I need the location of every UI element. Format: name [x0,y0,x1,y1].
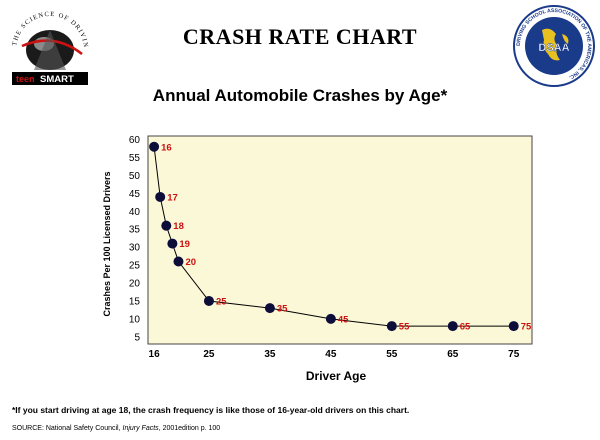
data-point-label: 65 [460,322,471,333]
data-point [149,141,160,152]
data-point-label: 45 [338,314,349,325]
logo-brand-prefix: teen [16,74,35,84]
x-tick-label: 45 [325,349,337,360]
y-axis-label: Crashes Per 100 Licensed Drivers [102,171,112,316]
data-point-label: 25 [216,296,227,307]
dsaa-logo: DRIVING SCHOOL ASSOCIATION OF THE AMERIC… [513,5,595,87]
y-tick-label: 15 [129,296,141,307]
data-point-label: 16 [161,142,172,153]
data-point [325,313,336,324]
x-tick-label: 75 [508,349,520,360]
y-tick-label: 30 [129,243,141,254]
x-axis-ticks: 16 25 35 45 55 65 75 [149,349,520,360]
data-point-label: 55 [399,322,410,333]
teen-smart-logo: THE SCIENCE OF DRIVING teen SMART [4,2,88,85]
y-axis-ticks: 5 10 15 20 25 30 35 40 45 50 55 60 [129,135,141,343]
source-suffix: , 2001edition p. 100 [158,425,221,432]
x-axis-label: Driver Age [306,369,367,383]
chart-title: Annual Automobile Crashes by Age* [152,86,448,105]
data-point-label: 20 [185,257,196,268]
globe-icon [542,28,569,61]
y-tick-label: 25 [129,261,141,272]
x-tick-label: 16 [149,349,161,360]
data-point [167,238,178,249]
page-title: CRASH RATE CHART [182,24,418,49]
x-tick-label: 55 [386,349,398,360]
data-point [155,191,166,202]
data-point [264,303,275,314]
logo-brand-name: SMART [40,74,74,85]
sphere-icon [21,30,83,70]
x-tick-label: 65 [447,349,459,360]
x-tick-label: 25 [203,349,215,360]
y-tick-label: 45 [129,189,141,200]
data-point-label: 75 [521,322,532,333]
data-point [161,220,172,231]
y-tick-label: 20 [129,279,141,290]
data-point-label: 19 [179,239,190,250]
source-publication: Injury Facts [122,425,159,432]
y-tick-label: 40 [129,207,141,218]
y-tick-label: 60 [129,135,141,146]
data-point [447,321,458,332]
data-point [203,295,214,306]
y-tick-label: 10 [129,314,141,325]
y-tick-label: 5 [134,332,140,343]
source-prefix: SOURCE: National Safety Council, [12,425,123,432]
data-points: 16 17 18 19 20 25 35 45 55 65 75 [149,141,532,333]
x-tick-label: 35 [264,349,276,360]
footnote: *If you start driving at age 18, the cra… [12,405,410,415]
plot-area [147,135,533,345]
data-point-label: 17 [167,192,178,203]
y-tick-label: 50 [129,171,141,182]
data-point [386,321,397,332]
data-point-label: 18 [173,221,184,232]
source-citation: SOURCE: National Safety Council, Injury … [12,425,220,432]
seal-center-text: DSAA [538,42,569,54]
data-point [173,256,184,267]
y-tick-label: 35 [129,225,141,236]
data-point [508,321,519,332]
data-point-label: 35 [277,304,288,315]
y-tick-label: 55 [129,153,141,164]
